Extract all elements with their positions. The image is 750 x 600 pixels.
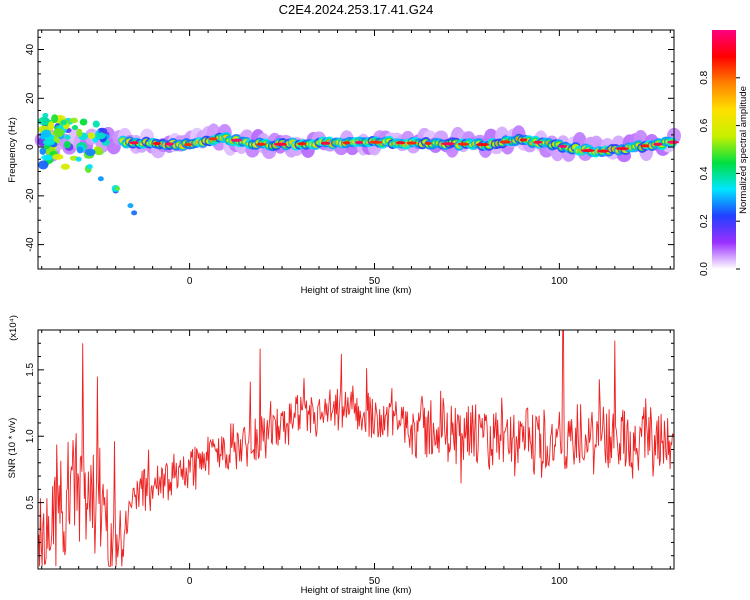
colorbar-tick-label: 0.0 (699, 262, 710, 276)
colorbar-tick-label: 0.4 (699, 166, 710, 180)
heatmap-cell (129, 141, 139, 145)
heatmap-cell (499, 140, 512, 144)
heatmap-cell (533, 140, 543, 144)
snr-panel: 0 50 100 0.5 1.0 1.5 (x10⁴) Height of straigh… (7, 315, 675, 596)
heatmap-cell (653, 142, 663, 146)
heatmap-cell (95, 132, 106, 140)
heatmap-cell (94, 146, 103, 155)
x-tick-label: 0 (187, 276, 193, 287)
heatmap-cell (425, 141, 432, 145)
heatmap-cell (406, 141, 417, 145)
heatmap-cell (441, 142, 455, 146)
y-tick-label: 0.5 (25, 495, 36, 509)
heatmap-cell (79, 119, 87, 126)
heatmap-cell (41, 154, 53, 161)
heatmap-cell (76, 128, 83, 137)
heatmap-cell (208, 137, 218, 141)
spectral-heatmap (34, 112, 681, 216)
heatmap-cell (184, 142, 192, 147)
colorbar-tick-label: 0.6 (699, 118, 710, 132)
heatmap-cell (369, 140, 383, 144)
heatmap-cell (52, 153, 64, 160)
heatmap-cell (38, 160, 49, 170)
colorbar-tick-label: 0.2 (699, 214, 710, 228)
heatmap-cell (597, 149, 610, 153)
heatmap-cell (297, 142, 307, 146)
y-tick-label: 1.5 (25, 362, 36, 376)
snr-xlabel: Height of straight line (km) (301, 585, 412, 596)
heatmap-cell (42, 138, 55, 146)
heatmap-cell (131, 210, 138, 216)
snr-plot-area (38, 330, 674, 569)
heatmap-cell (273, 142, 287, 146)
heatmap-cell (152, 141, 161, 146)
heatmap-cell (92, 120, 100, 128)
heatmap-cell (63, 140, 71, 149)
heatmap-cell (256, 142, 266, 146)
chart-title: C2E4.2024.253.17.41.G24 (279, 2, 434, 17)
heatmap-cell (615, 147, 629, 151)
heatmap-cell (640, 144, 650, 148)
spectrogram-ticks: 0 50 100 -40 -20 0 20 40 (25, 30, 674, 287)
heatmap-cell (97, 176, 104, 182)
y-tick-label: 40 (25, 44, 36, 56)
spectrogram-panel: 0 50 100 -40 -20 0 20 40 Height of straight lin… (7, 29, 681, 296)
colorbar-label: Normalized spectral amplitude (738, 86, 749, 214)
x-tick-label: 50 (369, 276, 381, 287)
y-tick-label: 1.0 (25, 429, 36, 443)
heatmap-cell (69, 117, 78, 124)
colorbar-gradient (712, 30, 736, 269)
heatmap-cell (47, 121, 55, 131)
y-tick-label: -40 (25, 237, 36, 252)
heatmap-cell (395, 141, 406, 145)
heatmap-cell (87, 132, 96, 139)
heatmap-cell (53, 128, 65, 138)
x-tick-label: 50 (369, 576, 381, 587)
y-tick-label: -20 (25, 188, 36, 203)
heatmap-cell (519, 138, 528, 142)
heatmap-cell (39, 147, 47, 155)
x-tick-label: 0 (187, 576, 193, 587)
heatmap-cell (558, 144, 567, 149)
heatmap-cell (164, 142, 174, 146)
heatmap-cell (115, 186, 120, 191)
heatmap-cell (342, 141, 351, 145)
snr-ticks: 0 50 100 0.5 1.0 1.5 (25, 330, 674, 587)
heatmap-cell (51, 114, 59, 124)
heatmap-cell (38, 116, 50, 126)
colorbar-ticks: 0.0 0.2 0.4 0.6 0.8 (699, 70, 740, 276)
snr-ylabel: SNR (10 * v/v) (7, 418, 18, 479)
heatmap-cell (42, 112, 49, 118)
heatmap-cell (84, 148, 96, 157)
x-tick-label: 100 (551, 576, 568, 587)
heatmap-cell (581, 148, 595, 153)
heatmap-cell (457, 142, 470, 146)
heatmap-cell (320, 141, 331, 145)
heatmap-cell (86, 164, 93, 170)
heatmap-cell (75, 156, 82, 162)
y-tick-label: 20 (25, 92, 36, 104)
heatmap-cell (127, 203, 134, 209)
heatmap-cell (230, 138, 243, 142)
y-tick-label: 0 (25, 144, 36, 150)
heatmap-cell (41, 129, 52, 138)
heatmap-cell (476, 142, 489, 147)
heatmap-cell (60, 163, 70, 170)
heatmap-cell (355, 140, 363, 145)
spectrogram-xlabel: Height of straight line (km) (301, 285, 412, 296)
heatmap-cell (71, 125, 78, 131)
snr-series-line (37, 329, 674, 567)
colorbar-tick-label: 0.8 (699, 70, 710, 84)
colorbar: 0.0 0.2 0.4 0.6 0.8 Normalized spectral ampl… (699, 30, 749, 276)
heatmap-cell (76, 146, 84, 154)
x-tick-label: 100 (551, 276, 568, 287)
heatmap-cell (60, 120, 67, 126)
spectrogram-ylabel: Frequency (Hz) (7, 117, 18, 182)
heatmap-cell (667, 140, 680, 144)
snr-multiplier: (x10⁴) (8, 315, 19, 341)
heatmap-cell (64, 134, 71, 140)
